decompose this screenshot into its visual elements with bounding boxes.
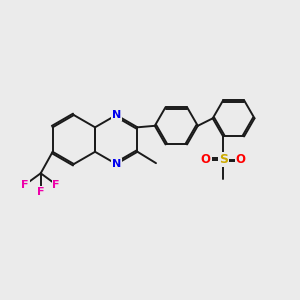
Text: O: O [236, 153, 245, 166]
Text: S: S [219, 153, 228, 166]
Text: O: O [201, 153, 211, 166]
Text: N: N [112, 110, 121, 120]
Text: N: N [112, 159, 121, 169]
Text: F: F [37, 187, 44, 197]
Text: F: F [52, 180, 60, 190]
Text: F: F [21, 180, 29, 190]
